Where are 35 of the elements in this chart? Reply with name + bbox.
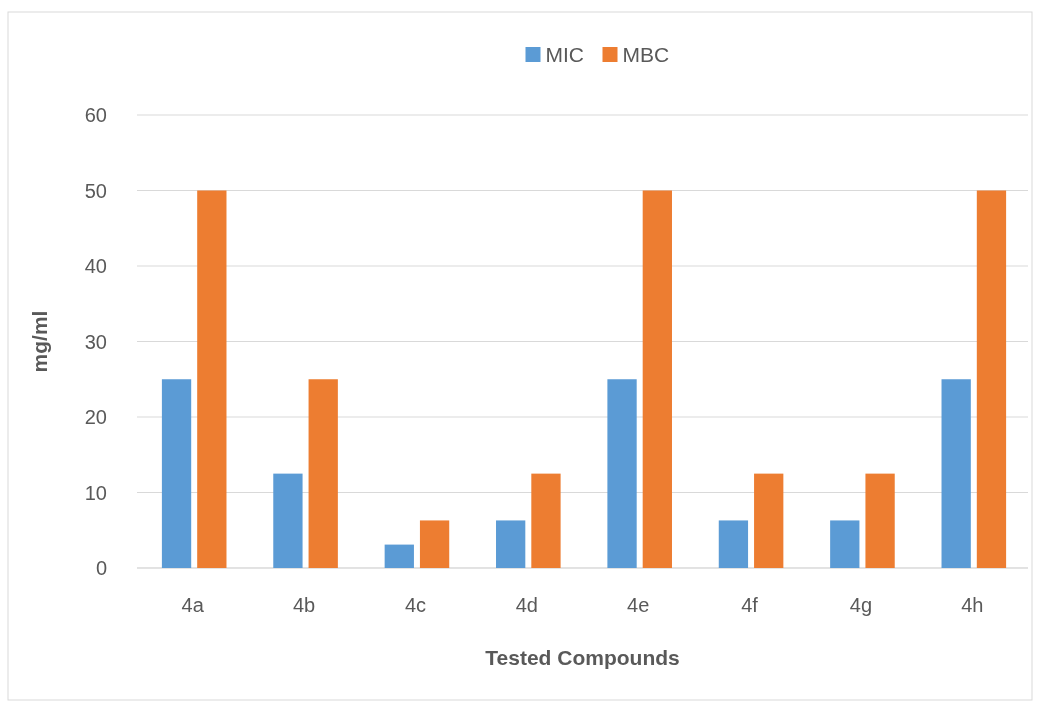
y-tick-label: 20 xyxy=(84,406,107,428)
y-tick-label: 50 xyxy=(84,179,107,202)
bar xyxy=(754,473,784,568)
y-tick-label: 30 xyxy=(84,330,107,353)
legend-label: MIC xyxy=(545,43,584,67)
x-tick-label: 4d xyxy=(515,594,538,616)
bar xyxy=(197,190,227,568)
bar xyxy=(642,190,672,568)
bar xyxy=(718,520,749,568)
x-tick-label: 4g xyxy=(849,594,873,616)
bar xyxy=(273,473,303,568)
x-tick-label: 4e xyxy=(627,594,650,616)
bar xyxy=(865,473,895,568)
y-axis-title: mg/ml xyxy=(28,310,51,373)
bar xyxy=(976,190,1007,568)
y-tick-label: 0 xyxy=(95,557,107,579)
x-tick-label: 4h xyxy=(961,594,984,616)
bar xyxy=(161,379,192,568)
y-tick-label: 60 xyxy=(84,104,107,126)
y-tick-label: 10 xyxy=(84,481,107,504)
bar xyxy=(308,379,338,568)
x-tick-label: 4b xyxy=(292,594,316,616)
bar xyxy=(419,520,450,568)
x-tick-label: 4f xyxy=(741,594,759,616)
bar xyxy=(830,520,860,568)
bar xyxy=(607,379,637,568)
bar xyxy=(496,520,526,568)
legend-label: MBC xyxy=(622,43,670,67)
x-tick-label: 4a xyxy=(181,594,205,616)
bar xyxy=(384,544,414,568)
bar xyxy=(941,379,971,568)
bar xyxy=(531,473,561,568)
y-tick-label: 40 xyxy=(84,255,107,277)
x-tick-label: 4c xyxy=(404,594,426,616)
x-axis-title: Tested Compounds xyxy=(485,646,680,669)
